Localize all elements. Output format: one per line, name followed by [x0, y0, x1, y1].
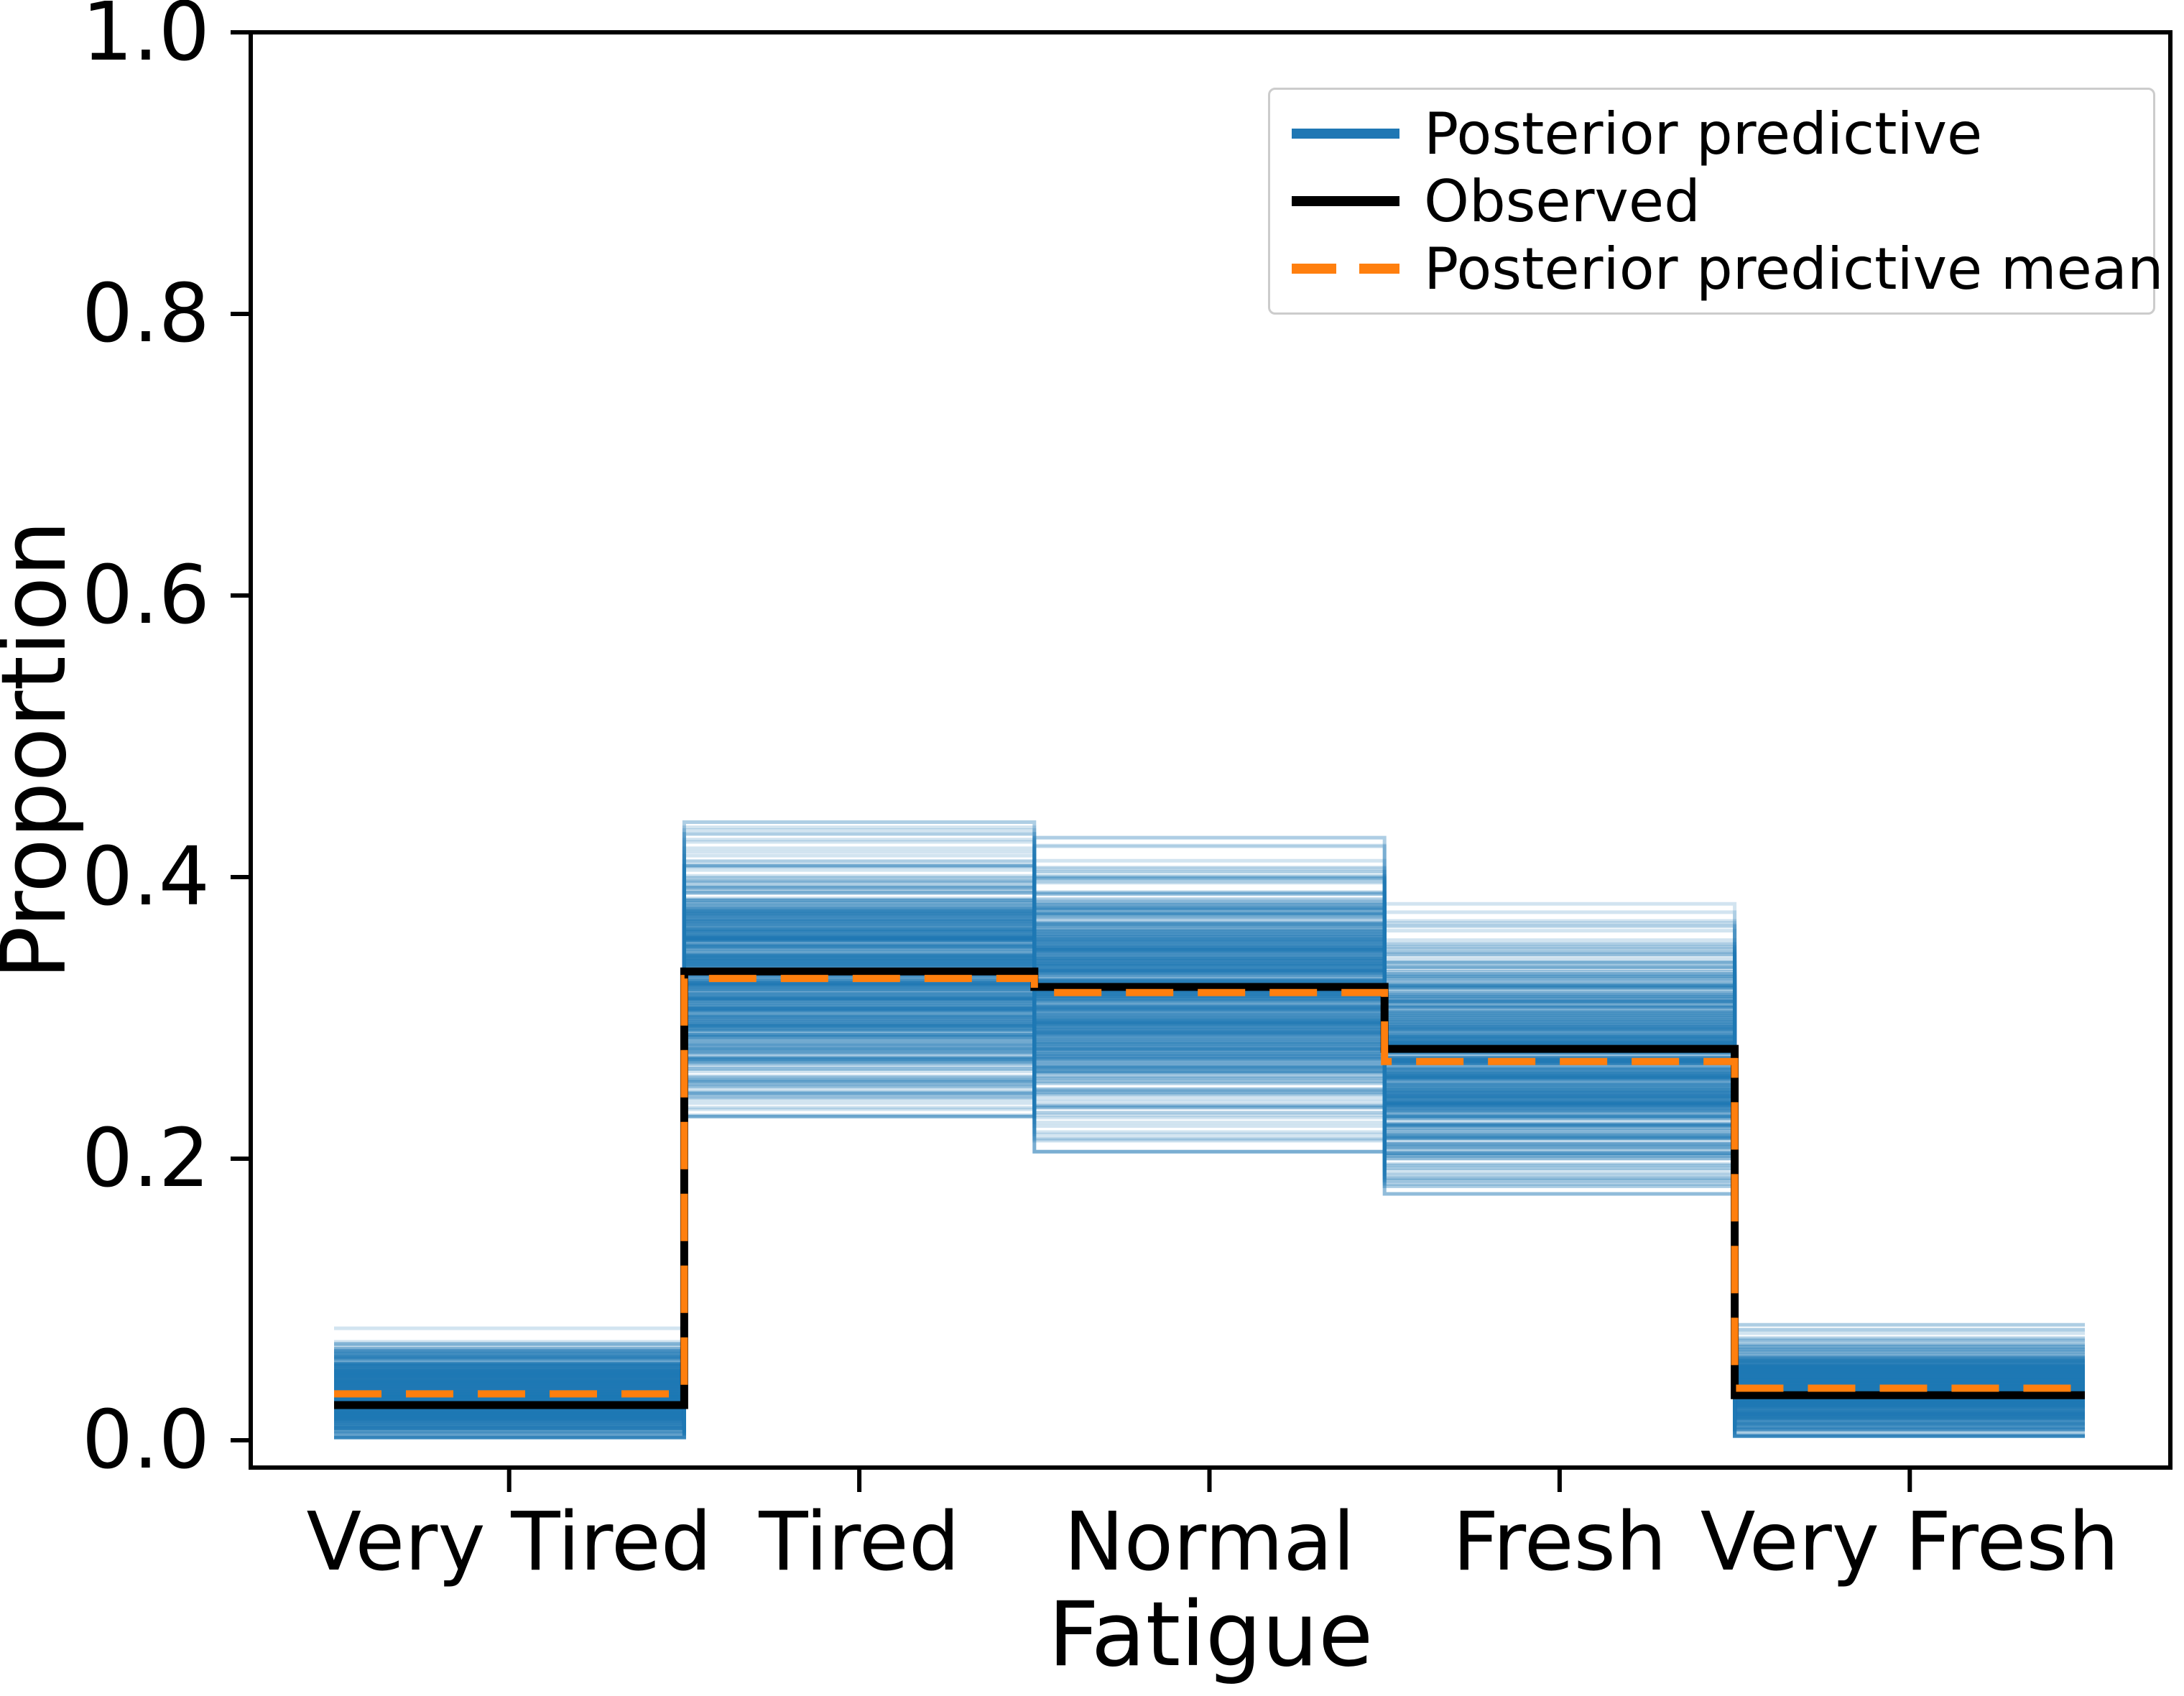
legend-line-sample-icon [1292, 196, 1399, 206]
legend-line-sample-icon [1292, 129, 1399, 139]
x-tick-label: Very Fresh [1701, 1496, 2119, 1589]
plot-border [249, 30, 2173, 1470]
x-tick-label: Very Tired [306, 1496, 711, 1589]
observed-step-line [334, 967, 2085, 1409]
legend-line-sample-icon [1292, 264, 1399, 274]
legend-label: Posterior predictive [1424, 100, 1983, 167]
x-tick-label: Normal [1064, 1496, 1355, 1589]
legend-label: Posterior predictive mean [1424, 235, 2164, 302]
y-tick-label: 1.0 [82, 0, 210, 79]
legend-item-posterior-predictive-mean: Posterior predictive mean [1292, 235, 2164, 302]
x-tick-label: Tired [758, 1496, 960, 1589]
legend: Posterior predictive Observed Posterior … [1268, 88, 2164, 315]
x-axis-title: Fatigue [1048, 1583, 1374, 1687]
y-tick-label: 0.2 [82, 1112, 210, 1205]
posterior-predictive-mean-line [334, 975, 2085, 1398]
y-axis-title: Proportion [0, 520, 86, 980]
y-tick-label: 0.0 [82, 1394, 210, 1487]
y-tick-label: 0.8 [82, 267, 210, 361]
axes: 0.0 0.2 0.4 0.6 0.8 1.0 Very Tired Tired Normal F… [82, 0, 2173, 1589]
y-tick-label: 0.6 [82, 549, 210, 642]
posterior-predictive-samples [334, 820, 2085, 1440]
posterior-predictive-sample [334, 1034, 2085, 1371]
legend-item-observed: Observed [1292, 167, 2153, 235]
posterior-predictive-mean-path [334, 975, 2085, 1398]
observed-step-path [334, 967, 2085, 1409]
x-tick-label: Fresh [1453, 1496, 1667, 1589]
y-tick-label: 0.4 [82, 830, 210, 924]
legend-label: Observed [1424, 167, 1701, 235]
legend-item-posterior-predictive: Posterior predictive [1292, 100, 2153, 167]
